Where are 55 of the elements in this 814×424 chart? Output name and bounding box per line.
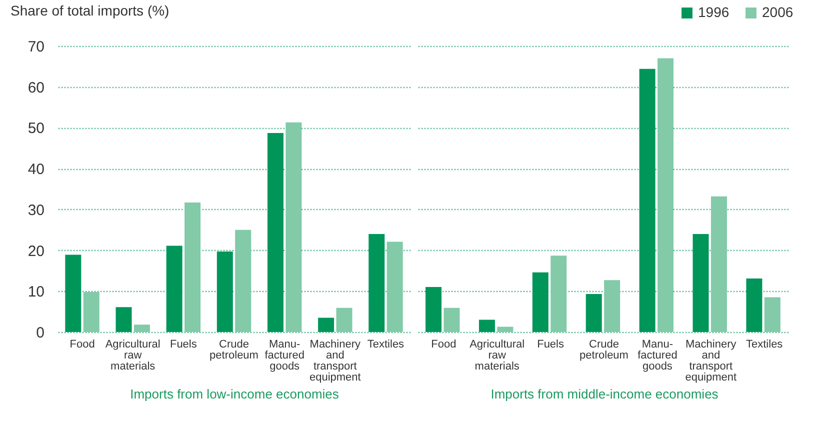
bar	[764, 297, 780, 332]
legend-label: 2006	[762, 4, 794, 20]
bar	[639, 68, 656, 332]
y-tick-label: 70	[28, 38, 44, 56]
bar	[116, 307, 132, 332]
y-tick-label: 50	[28, 120, 44, 138]
bar	[83, 292, 100, 332]
bar	[426, 287, 442, 332]
bar	[235, 230, 252, 332]
x-axis-title: Imports from low-income economies	[130, 386, 340, 402]
x-tick-label: Textiles	[746, 338, 784, 350]
bar	[134, 324, 150, 332]
bar	[267, 133, 284, 332]
x-tick-label: Crude petroleum	[580, 338, 628, 362]
bar	[497, 326, 514, 332]
x-tick-label: Machinery and transport equipment	[685, 338, 737, 384]
bar	[184, 202, 201, 332]
legend-label: 1996	[698, 4, 730, 20]
y-tick-label: 30	[28, 202, 44, 219]
bar	[336, 308, 352, 332]
bar	[318, 318, 334, 332]
bar	[216, 252, 233, 332]
bar	[586, 294, 602, 332]
bar	[286, 122, 302, 332]
bar	[386, 242, 403, 332]
x-tick-label: Textiles	[367, 338, 405, 350]
bar	[658, 58, 674, 332]
x-axis-title: Imports from middle-income economies	[490, 386, 719, 402]
x-tick-label: Fuels	[170, 338, 198, 350]
bar	[710, 196, 727, 332]
x-tick-label: Machinery and transport equipment	[309, 338, 362, 384]
x-tick-label: Agricultural raw materials	[105, 338, 160, 372]
x-tick-label: Food	[431, 338, 456, 350]
bar	[604, 280, 620, 332]
x-tick-label: Manu-factured goods	[264, 338, 304, 372]
bar	[692, 234, 709, 332]
bar	[368, 234, 385, 332]
y-axis-title: Share of total imports (%)	[10, 2, 170, 18]
x-tick-label: Manu-factured goods	[638, 338, 678, 372]
y-tick-label: 0	[36, 324, 44, 342]
y-tick-label: 20	[28, 242, 44, 260]
y-tick-label: 10	[28, 284, 44, 301]
x-tick-label: Fuels	[537, 338, 564, 350]
bar	[550, 256, 567, 332]
y-tick-label: 60	[28, 79, 44, 96]
x-tick-label: Food	[70, 338, 95, 350]
x-tick-label: Crude petroleum	[210, 338, 258, 362]
y-tick-label: 40	[28, 161, 44, 178]
bar	[532, 272, 548, 332]
bar	[746, 278, 762, 332]
x-tick-label: Agricultural raw materials	[470, 338, 525, 372]
bar	[444, 308, 460, 332]
bar	[166, 246, 182, 332]
bar	[478, 320, 495, 332]
bar	[65, 254, 82, 332]
